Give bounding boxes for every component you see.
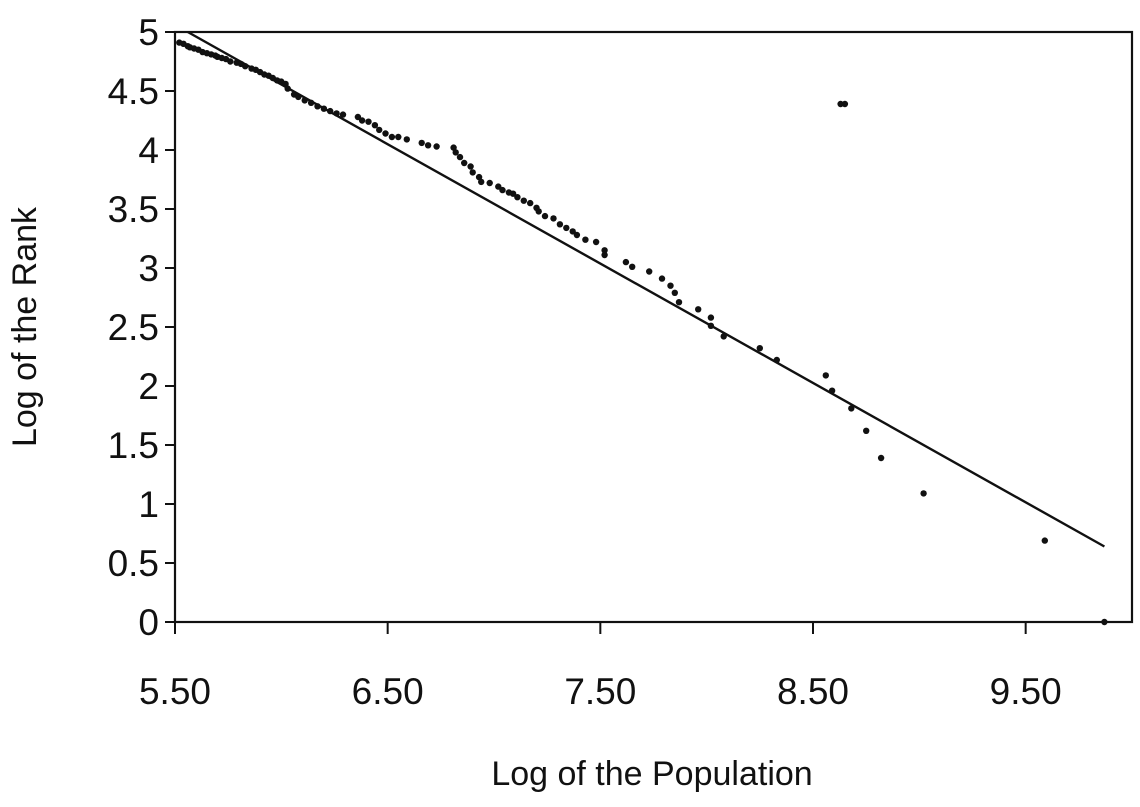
data-points: [176, 39, 1108, 626]
y-tick-label: 1: [138, 484, 159, 525]
data-point: [658, 275, 666, 282]
data-point: [486, 179, 493, 187]
data-point: [667, 282, 674, 289]
data-point: [403, 136, 410, 143]
x-tick-label: 9.50: [990, 671, 1062, 712]
data-point: [307, 99, 315, 107]
data-point: [514, 194, 521, 201]
x-axis: 5.50 6.50 7.50 8.50 9.50: [139, 622, 1062, 712]
data-point: [622, 258, 630, 266]
plot-border: [173, 30, 1134, 624]
y-tick-label: 0: [138, 602, 159, 643]
data-point: [354, 113, 362, 121]
regression-line: [187, 30, 1105, 548]
x-tick-label: 8.50: [777, 671, 849, 712]
data-point: [314, 103, 321, 110]
data-point: [541, 212, 549, 220]
data-point: [358, 117, 366, 124]
data-point: [478, 178, 485, 186]
data-point: [395, 133, 402, 141]
x-tick-label: 5.50: [139, 671, 211, 712]
data-point: [520, 197, 527, 204]
data-point: [671, 289, 678, 296]
data-point: [707, 322, 715, 329]
data-point: [720, 333, 727, 340]
data-point: [301, 97, 308, 104]
x-axis-title: Log of the Population: [491, 755, 812, 793]
data-point: [1041, 537, 1049, 544]
data-point: [469, 169, 476, 176]
data-point: [527, 199, 534, 207]
data-point: [877, 454, 885, 462]
data-point: [424, 142, 432, 149]
data-point: [550, 215, 557, 222]
data-point: [499, 186, 506, 194]
data-point: [535, 208, 542, 215]
data-point: [582, 236, 589, 243]
y-tick-label: 0.5: [108, 543, 159, 584]
data-point: [707, 314, 715, 321]
data-point: [573, 231, 581, 239]
data-point: [509, 190, 517, 197]
data-point: [920, 490, 927, 497]
y-tick-label: 4: [138, 130, 159, 171]
data-point: [333, 110, 340, 117]
data-point: [382, 130, 389, 137]
data-point: [646, 268, 653, 275]
data-point: [569, 228, 576, 235]
data-point: [475, 173, 483, 181]
data-point: [601, 251, 608, 259]
data-point: [556, 221, 564, 228]
data-point: [371, 122, 379, 129]
y-tick-label: 5: [138, 12, 159, 53]
data-point: [461, 159, 468, 167]
y-tick-label: 2.5: [108, 307, 159, 348]
data-point: [495, 183, 502, 190]
data-point: [601, 247, 608, 254]
data-point: [339, 111, 347, 118]
data-point: [388, 133, 396, 141]
data-point: [376, 126, 383, 134]
data-point: [242, 62, 249, 70]
y-tick-label: 2: [138, 366, 159, 407]
data-point: [695, 306, 702, 313]
data-point: [773, 356, 780, 364]
data-point: [756, 345, 763, 352]
y-tick-label: 4.5: [108, 71, 159, 112]
data-point: [848, 405, 855, 412]
data-point: [418, 139, 425, 147]
data-point: [841, 100, 849, 108]
y-tick-label: 1.5: [108, 425, 159, 466]
data-point: [863, 427, 870, 434]
data-point: [452, 149, 459, 156]
data-point: [1101, 618, 1108, 626]
data-point: [295, 93, 302, 101]
data-point: [563, 224, 570, 232]
data-point: [592, 238, 600, 246]
data-point: [284, 85, 291, 92]
data-point: [365, 118, 372, 125]
plot-frame: [173, 30, 1134, 624]
data-point: [320, 105, 328, 112]
y-axis-title: Log of the Rank: [6, 206, 44, 447]
fitted-regression-line: [187, 30, 1105, 548]
y-axis: 0 0.5 1 1.5 2 2.5 3 3.5 4 4.5 5: [108, 12, 175, 643]
data-point: [227, 58, 234, 65]
data-point: [456, 153, 464, 161]
data-point: [828, 387, 836, 394]
data-point: [822, 372, 829, 379]
y-tick-label: 3.5: [108, 189, 159, 230]
data-point: [450, 144, 457, 151]
data-point: [467, 163, 474, 170]
data-point: [433, 143, 440, 150]
data-point: [675, 299, 683, 306]
x-tick-label: 6.50: [352, 671, 424, 712]
x-tick-label: 7.50: [564, 671, 636, 712]
y-tick-label: 3: [138, 248, 159, 289]
data-point: [327, 107, 334, 115]
data-point: [629, 263, 636, 270]
